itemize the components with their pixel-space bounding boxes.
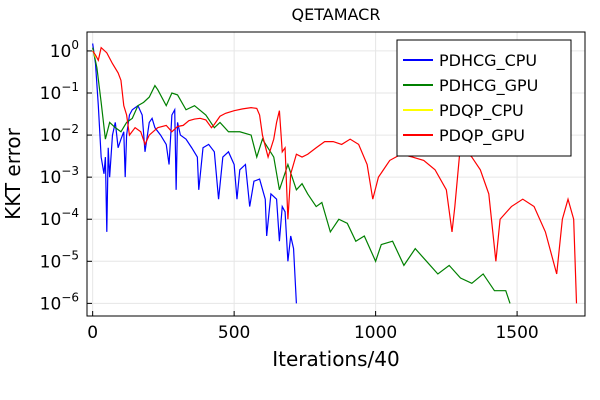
y-tick-label: 10−6 xyxy=(40,290,79,314)
x-tick-label: 1500 xyxy=(495,323,538,343)
x-tick-label: 0 xyxy=(87,323,98,343)
legend-label: PDQP_GPU xyxy=(439,126,525,146)
legend-label: PDQP_CPU xyxy=(439,101,524,121)
y-tick-exponent: −6 xyxy=(61,290,79,304)
y-tick-label: 10−4 xyxy=(40,206,79,230)
y-tick-base: 10 xyxy=(40,252,62,272)
y-tick-base: 10 xyxy=(40,294,62,314)
y-tick-label: 10−2 xyxy=(40,122,79,146)
series-line-pdhcg-gpu xyxy=(92,47,511,304)
series-line-pdqp-gpu xyxy=(92,46,578,304)
series-line-pdhcg-cpu xyxy=(92,43,297,304)
chart-title: QETAMACR xyxy=(292,5,381,24)
y-tick-exponent: −4 xyxy=(61,206,79,220)
y-tick-exponent: −2 xyxy=(61,122,79,136)
y-tick-label: 100 xyxy=(50,38,79,62)
series-layer xyxy=(92,43,578,304)
y-tick-exponent: −3 xyxy=(61,164,79,178)
y-tick-label: 10−5 xyxy=(40,248,79,272)
legend-label: PDHCG_GPU xyxy=(439,76,538,96)
plot-frame xyxy=(86,31,586,317)
y-tick-exponent: −1 xyxy=(61,80,79,94)
y-tick-base: 10 xyxy=(40,126,62,146)
y-tick-base: 10 xyxy=(40,168,62,188)
x-tick-label: 1000 xyxy=(354,323,397,343)
y-tick-label: 10−3 xyxy=(40,164,79,188)
y-tick-exponent: −5 xyxy=(61,248,79,262)
legend: PDHCG_CPU PDHCG_GPU PDQP_CPU PDQP_GPU xyxy=(396,39,572,157)
y-tick-base: 10 xyxy=(40,84,62,104)
x-axis-label: Iterations/40 xyxy=(272,347,399,371)
y-tick-exponent: 0 xyxy=(71,38,79,52)
y-axis-label: KKT error xyxy=(1,127,25,219)
legend-label: PDHCG_CPU xyxy=(439,51,537,71)
y-tick-base: 10 xyxy=(40,210,62,230)
y-tick-base: 10 xyxy=(50,42,72,62)
x-tick-label: 500 xyxy=(218,323,250,343)
y-tick-label: 10−1 xyxy=(40,80,79,104)
